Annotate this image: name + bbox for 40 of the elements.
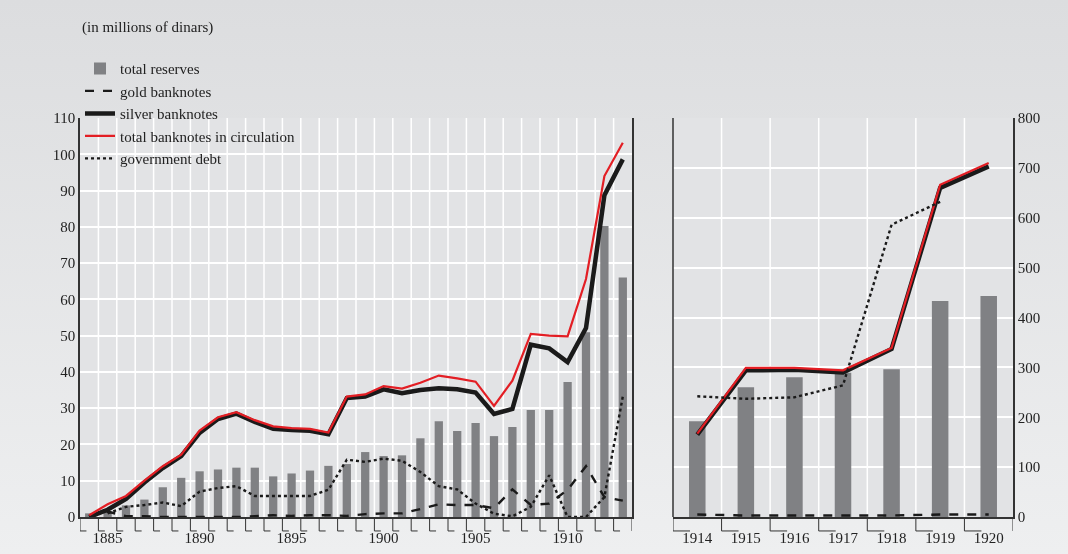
x-tick-label: 1885 — [92, 529, 123, 546]
legend-label: total banknotes in circulation — [120, 128, 296, 145]
y2-tick-label: 0 — [1017, 509, 1026, 526]
x-tick-label: 1917 — [828, 529, 859, 546]
y-tick-label: 10 — [60, 472, 76, 489]
y-tick-label: 30 — [60, 400, 76, 417]
x-tick-label: 1910 — [552, 529, 583, 546]
y-tick-label: 70 — [60, 255, 76, 272]
y-tick-label: 60 — [60, 291, 76, 308]
y2-tick-label: 200 — [1017, 409, 1041, 426]
x-tick-label: 1890 — [184, 529, 215, 546]
y2-tick-label: 600 — [1017, 210, 1041, 226]
y-tick-label: 80 — [60, 219, 76, 236]
y2-tick-label: 800 — [1017, 110, 1041, 127]
x-tick-label: 1900 — [368, 529, 399, 546]
legend-label: silver banknotes — [120, 106, 219, 123]
legend-label: government debt — [120, 151, 223, 168]
x-tick-label: 1916 — [779, 529, 810, 546]
y-tick-label: 0 — [67, 509, 76, 526]
x-tick-label: 1915 — [730, 529, 761, 546]
y-tick-label: 90 — [60, 182, 76, 199]
y2-tick-label: 700 — [1017, 160, 1041, 177]
x-tick-label: 1905 — [460, 529, 491, 546]
y-tick-label: 50 — [60, 327, 76, 344]
legend-label: gold banknotes — [120, 83, 212, 100]
y2-tick-label: 400 — [1017, 309, 1041, 326]
chart-subtitle: (in millions of dinars) — [82, 19, 214, 36]
x-tick-label: 1914 — [682, 529, 713, 546]
y-tick-label: 20 — [60, 436, 76, 453]
y-tick-label: 100 — [52, 146, 76, 163]
x-tick-label: 1918 — [876, 529, 907, 546]
y2-tick-label: 300 — [1017, 359, 1041, 376]
y-tick-label: 40 — [60, 364, 76, 381]
y2-tick-label: 500 — [1017, 259, 1041, 276]
y2-tick-label: 100 — [1017, 459, 1041, 476]
x-tick-label: 1895 — [276, 529, 307, 546]
x-tick-label: 1919 — [925, 529, 956, 546]
legend-label: total reserves — [120, 61, 200, 78]
y-tick-label: 110 — [53, 110, 76, 127]
x-tick-label: 1920 — [973, 529, 1004, 546]
